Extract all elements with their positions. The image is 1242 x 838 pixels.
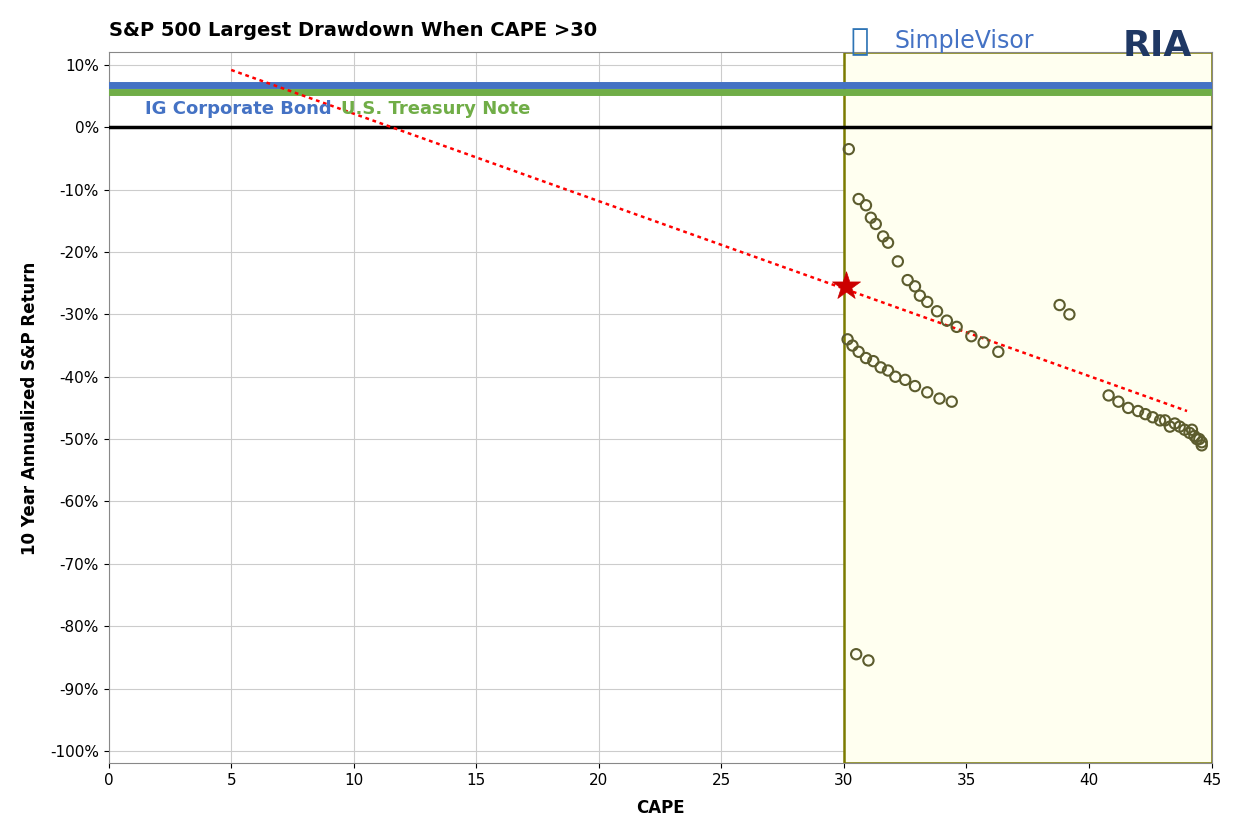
Point xyxy=(878,236,898,250)
Point xyxy=(946,320,966,334)
Point xyxy=(1118,401,1138,415)
Point xyxy=(1160,420,1180,433)
Point xyxy=(1108,395,1128,408)
Point xyxy=(1135,407,1155,421)
Point xyxy=(837,333,857,346)
X-axis label: CAPE: CAPE xyxy=(636,799,684,817)
Point xyxy=(895,373,915,386)
Point xyxy=(1182,423,1202,437)
Point xyxy=(910,289,930,303)
Point xyxy=(1187,432,1207,446)
Point xyxy=(856,351,876,365)
Point xyxy=(873,230,893,243)
Point xyxy=(848,345,868,359)
Point xyxy=(886,370,905,384)
Point xyxy=(1099,389,1119,402)
Point xyxy=(929,392,949,406)
Point xyxy=(888,255,908,268)
Point xyxy=(905,280,925,293)
Point xyxy=(905,380,925,393)
Text: ⛨: ⛨ xyxy=(851,27,869,56)
Point xyxy=(1059,308,1079,321)
Text: SimpleVisor: SimpleVisor xyxy=(894,29,1033,54)
Point xyxy=(989,345,1009,359)
Point xyxy=(1190,432,1210,446)
Point xyxy=(856,199,876,212)
Point xyxy=(871,360,891,374)
Text: RIA: RIA xyxy=(1123,29,1192,64)
Text: S&P 500 Largest Drawdown When CAPE >30: S&P 500 Largest Drawdown When CAPE >30 xyxy=(108,21,597,40)
Text: U.S. Treasury Note: U.S. Treasury Note xyxy=(342,100,530,118)
Point xyxy=(878,364,898,377)
Point xyxy=(927,304,946,318)
Point xyxy=(1192,438,1212,452)
Point xyxy=(861,211,881,225)
Point xyxy=(1192,436,1212,449)
Point xyxy=(1128,404,1148,417)
Point xyxy=(918,295,938,308)
Point xyxy=(858,654,878,667)
Point xyxy=(1170,420,1190,433)
Bar xyxy=(843,53,1211,763)
Point xyxy=(974,336,994,349)
Point xyxy=(866,217,886,230)
Point xyxy=(1155,414,1175,427)
Point xyxy=(1185,429,1205,442)
Point xyxy=(863,354,883,368)
Point xyxy=(842,339,862,352)
Point xyxy=(1180,427,1200,440)
Point xyxy=(846,648,866,661)
Y-axis label: 10 Year Annualized S&P Return: 10 Year Annualized S&P Return xyxy=(21,261,39,555)
Point xyxy=(836,280,856,293)
Point xyxy=(1165,416,1185,430)
Point xyxy=(936,314,956,328)
Text: IG Corporate Bond: IG Corporate Bond xyxy=(145,100,332,118)
Point xyxy=(1143,411,1163,424)
Point xyxy=(838,142,858,156)
Point xyxy=(918,385,938,399)
Point xyxy=(1049,298,1069,312)
Point xyxy=(898,273,918,287)
Point xyxy=(941,395,961,408)
Point xyxy=(1150,414,1170,427)
Point xyxy=(848,193,868,206)
Point xyxy=(1175,423,1195,437)
Point xyxy=(961,329,981,343)
